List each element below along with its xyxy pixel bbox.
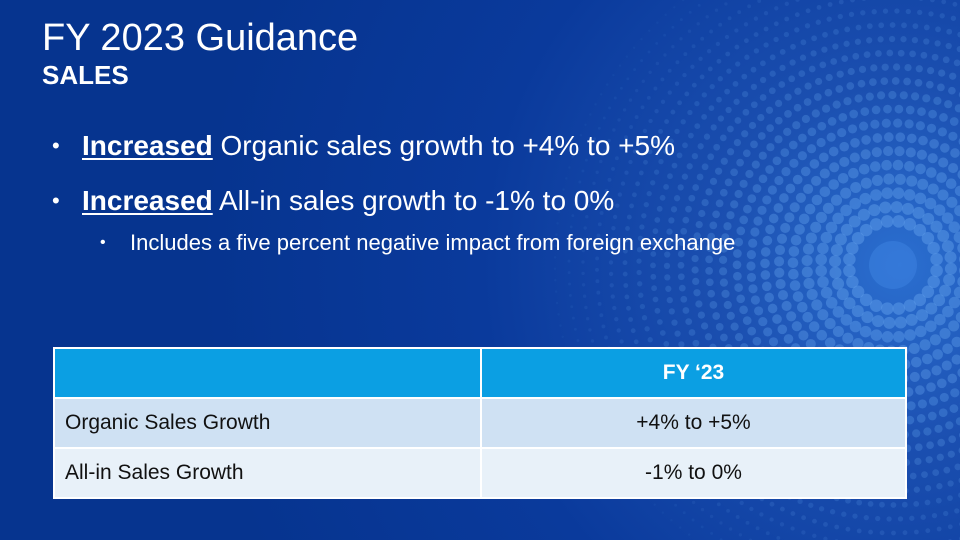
- table-row-value: -1% to 0%: [480, 447, 907, 499]
- table-header-cell: [53, 347, 482, 399]
- bullet-emphasis: Increased: [82, 130, 213, 161]
- table-row-value: +4% to +5%: [480, 397, 907, 449]
- sub-bullet-text: Includes a five percent negative impact …: [130, 230, 736, 255]
- bullet-item-all-in: • Increased All-in sales growth to -1% t…: [50, 181, 910, 221]
- table-row-label: Organic Sales Growth: [53, 397, 482, 449]
- table-row-label: All-in Sales Growth: [53, 447, 482, 499]
- sub-bullet-item-fx: • Includes a five percent negative impac…: [50, 228, 910, 258]
- bullet-marker: •: [52, 133, 60, 158]
- table-header-row: FY ‘23: [53, 347, 907, 399]
- bullet-item-organic: • Increased Organic sales growth to +4% …: [50, 126, 910, 166]
- bullet-emphasis: Increased: [82, 185, 213, 216]
- sub-bullet-marker: •: [100, 234, 106, 251]
- bullet-text: Organic sales growth to +4% to +5%: [212, 130, 675, 161]
- table-row: All-in Sales Growth -1% to 0%: [53, 447, 907, 499]
- slide-subtitle: SALES: [42, 60, 129, 90]
- table-header-cell-fy23: FY ‘23: [480, 347, 907, 399]
- bullet-list: • Increased Organic sales growth to +4% …: [50, 126, 910, 258]
- slide-title: FY 2023 Guidance: [42, 17, 359, 59]
- bullet-marker: •: [52, 188, 60, 213]
- bullet-text: All-in sales growth to -1% to 0%: [212, 185, 615, 216]
- guidance-table: FY ‘23 Organic Sales Growth +4% to +5% A…: [53, 347, 907, 499]
- table-row: Organic Sales Growth +4% to +5%: [53, 397, 907, 449]
